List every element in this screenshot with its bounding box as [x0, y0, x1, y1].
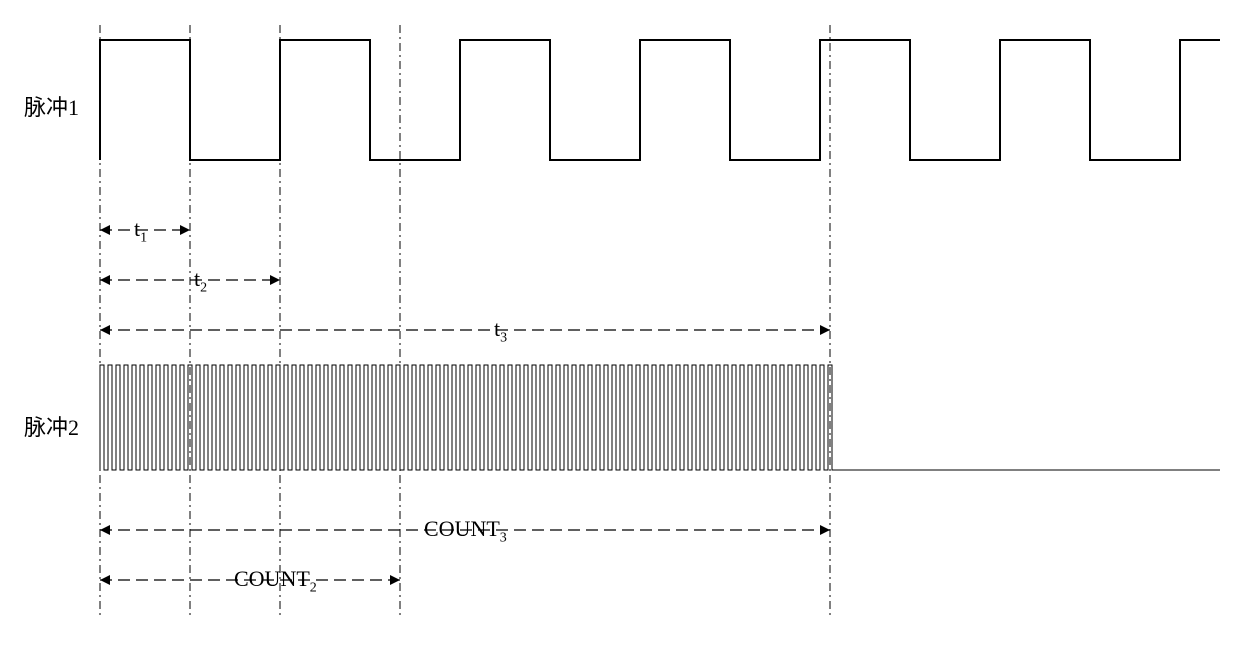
diagram-svg [20, 20, 1220, 627]
timing-diagram: 脉冲1 脉冲2 t1 t2 t3 COUNT3 COUNT2 [20, 20, 1220, 627]
